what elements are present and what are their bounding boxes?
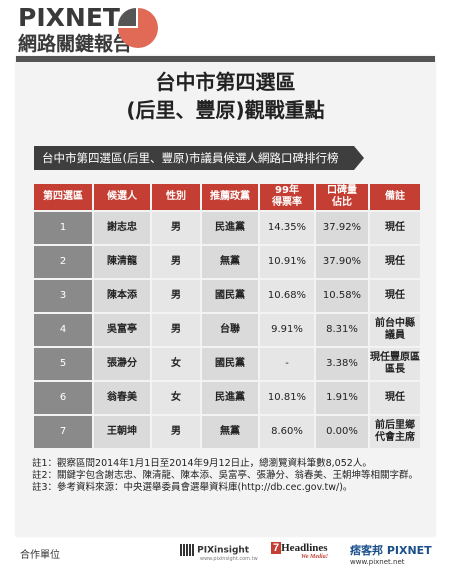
table-row: 2 陳清龍男無黨 10.91% 37.90% 現任 [34, 246, 420, 278]
table-cell: 國民黨 [200, 348, 258, 380]
table-cell: 無黨 [200, 416, 258, 448]
row-index: 1 [34, 212, 92, 244]
table-cell: 吳富亭 [92, 314, 150, 346]
table-cell: 張瀞分 [92, 348, 150, 380]
column-header-5: 口碑量 佔比 [314, 184, 368, 210]
table-cell: 現任 [368, 280, 420, 312]
pie-logo-icon [118, 8, 158, 48]
table-cell: 王朝坤 [92, 416, 150, 448]
column-header-3: 推薦政黨 [200, 184, 258, 210]
barcode-icon [180, 544, 194, 556]
row-index: 3 [34, 280, 92, 312]
table-cell: 民進黨 [200, 212, 258, 244]
page-subtitle: (后里、豐原)觀戰重點 [126, 98, 325, 122]
table-cell: 國民黨 [200, 280, 258, 312]
table-cell: 1.91% [314, 382, 368, 414]
table-row: 1 謝志忠男民進黨 14.35% 37.92% 現任 [34, 212, 420, 244]
column-header-0: 第四選區 [34, 184, 92, 210]
table-cell: 14.35% [258, 212, 314, 244]
table-cell: 台聯 [200, 314, 258, 346]
ranking-table: 第四選區 候選人 性別 推薦政黨 99年 得票率 口碑量 佔比 備註 1 謝志忠男民進黨 14.… [34, 182, 420, 450]
table-cell: 男 [150, 280, 200, 312]
brand-logo: PIXNET [18, 3, 120, 32]
column-header-1: 候選人 [92, 184, 150, 210]
table-cell: 男 [150, 416, 200, 448]
table-cell: 8.31% [314, 314, 368, 346]
header: PIXNET 網路關鍵報告 [0, 0, 451, 55]
table-row: 4 吳富亭男台聯 9.91% 8.31% 前台中縣 議員 [34, 314, 420, 346]
brand-subtitle: 網路關鍵報告 [18, 33, 133, 55]
table-cell: 現任 [368, 246, 420, 278]
table-row: 7 王朝坤男無黨 8.60% 0.00% 前后里鄉 代會主席 [34, 416, 420, 448]
table-cell: 前台中縣 議員 [368, 314, 420, 346]
table-cell: 女 [150, 382, 200, 414]
table-cell: 翁春美 [92, 382, 150, 414]
table-cell: 37.90% [314, 246, 368, 278]
table-cell: 男 [150, 212, 200, 244]
table-cell: 10.91% [258, 246, 314, 278]
row-index: 4 [34, 314, 92, 346]
footnote-1: 註1： 觀察區間2014年1月1日至2014年9月12日止，總瀏覽資料筆數8,0… [32, 458, 372, 469]
table-cell: 女 [150, 348, 200, 380]
row-index: 6 [34, 382, 92, 414]
table-row: 5 張瀞分女國民黨 -3.38% 現任豐原區 區長 [34, 348, 420, 380]
table-cell: 現任豐原區 區長 [368, 348, 420, 380]
table-cell: 9.91% [258, 314, 314, 346]
footnote-3: 註3： 參考資料來源：中央選舉委員會選舉資料庫(http://db.cec.go… [32, 482, 353, 493]
table-row: 3 陳本添男國民黨 10.68% 10.58% 現任 [34, 280, 420, 312]
row-index: 7 [34, 416, 92, 448]
row-index: 5 [34, 348, 92, 380]
partners-label: 合作單位 [20, 550, 60, 561]
table-cell: 男 [150, 246, 200, 278]
ribbon-arrow [354, 146, 364, 170]
pixinsight-logo: PIXinsight www.pixinsight.com.tw [180, 544, 258, 562]
table-cell: - [258, 348, 314, 380]
table-cell: 前后里鄉 代會主席 [368, 416, 420, 448]
table-cell: 民進黨 [200, 382, 258, 414]
page-title: 台中市第四選區 [155, 70, 296, 94]
column-header-4: 99年 得票率 [258, 184, 314, 210]
column-header-6: 備註 [368, 184, 420, 210]
table-cell: 0.00% [314, 416, 368, 448]
table-cell: 8.60% [258, 416, 314, 448]
pixnet-logo: 痞客邦 PIXNET www.pixnet.net [350, 544, 432, 566]
footnotes: 註1： 觀察區間2014年1月1日至2014年9月12日止，總瀏覽資料筆數8,0… [32, 458, 427, 494]
table-cell: 10.68% [258, 280, 314, 312]
table-header-row: 第四選區 候選人 性別 推薦政黨 99年 得票率 口碑量 佔比 備註 [34, 184, 420, 210]
table-row: 6 翁春美女民進黨 10.81% 1.91% 現任 [34, 382, 420, 414]
table-cell: 10.81% [258, 382, 314, 414]
table-caption: 台中市第四選區(后里、豐原)市議員候選人網路口碑排行榜 [34, 146, 354, 170]
table-cell: 陳清龍 [92, 246, 150, 278]
table-cell: 謝志忠 [92, 212, 150, 244]
table-cell: 陳本添 [92, 280, 150, 312]
headlines-logo: 7 Headlines We Media! [271, 542, 329, 560]
table-cell: 37.92% [314, 212, 368, 244]
table-cell: 現任 [368, 382, 420, 414]
table-cell: 3.38% [314, 348, 368, 380]
top-bar [16, 56, 435, 62]
column-header-2: 性別 [150, 184, 200, 210]
report-card: 台中市第四選區 (后里、豐原)觀戰重點 台中市第四選區(后里、豐原)市議員候選人… [16, 56, 435, 536]
table-cell: 現任 [368, 212, 420, 244]
table-cell: 男 [150, 314, 200, 346]
row-index: 2 [34, 246, 92, 278]
table-cell: 無黨 [200, 246, 258, 278]
table-cell: 10.58% [314, 280, 368, 312]
footnote-2: 註2： 關鍵字包含謝志忠、陳清龍、陳本添、吳富亭、張瀞分、翁春美、王朝坤等相關字… [32, 470, 419, 481]
